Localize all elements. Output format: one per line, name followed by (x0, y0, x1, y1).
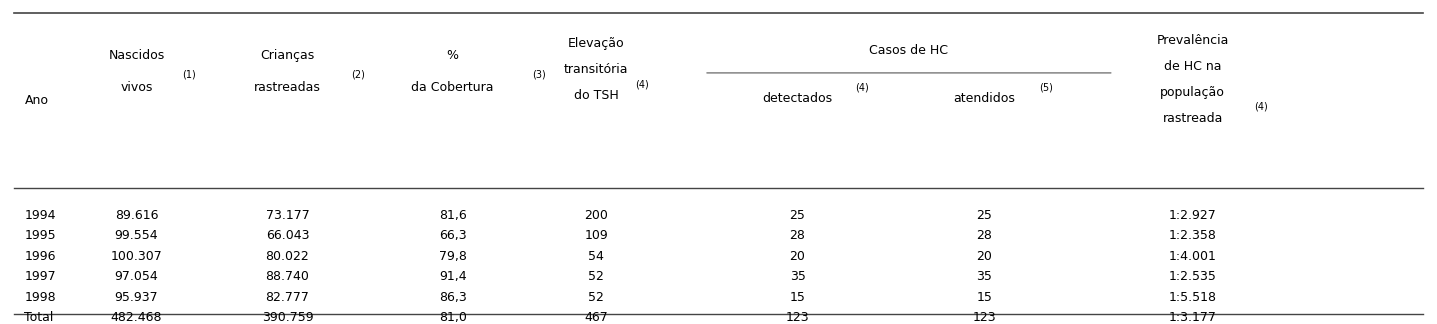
Text: 123: 123 (786, 311, 809, 324)
Text: 25: 25 (789, 209, 806, 222)
Text: 15: 15 (789, 291, 806, 304)
Text: 28: 28 (789, 229, 806, 242)
Text: rastreadas: rastreadas (254, 81, 320, 94)
Text: 109: 109 (585, 229, 608, 242)
Text: 1:2.927: 1:2.927 (1168, 209, 1217, 222)
Text: Elevação: Elevação (568, 37, 625, 50)
Text: 80.022: 80.022 (266, 250, 309, 263)
Text: 20: 20 (789, 250, 806, 263)
Text: 467: 467 (585, 311, 608, 324)
Text: 200: 200 (585, 209, 608, 222)
Text: 25: 25 (976, 209, 993, 222)
Text: 73.177: 73.177 (266, 209, 309, 222)
Text: 81,0: 81,0 (438, 311, 467, 324)
Text: 35: 35 (789, 270, 806, 283)
Text: 35: 35 (976, 270, 993, 283)
Text: Crianças: Crianças (260, 49, 315, 62)
Text: Casos de HC: Casos de HC (869, 44, 948, 57)
Text: detectados: detectados (763, 92, 832, 105)
Text: 15: 15 (976, 291, 993, 304)
Text: 86,3: 86,3 (438, 291, 467, 304)
Text: transitória: transitória (565, 63, 628, 76)
Text: da Cobertura: da Cobertura (411, 81, 494, 94)
Text: 20: 20 (976, 250, 993, 263)
Text: %: % (447, 49, 458, 62)
Text: Prevalência: Prevalência (1157, 34, 1229, 47)
Text: população: população (1160, 86, 1226, 99)
Text: 1994: 1994 (24, 209, 56, 222)
Text: 95.937: 95.937 (115, 291, 158, 304)
Text: atendidos: atendidos (953, 92, 1016, 105)
Text: 82.777: 82.777 (266, 291, 309, 304)
Text: 99.554: 99.554 (115, 229, 158, 242)
Text: 482.468: 482.468 (111, 311, 162, 324)
Text: 123: 123 (973, 311, 996, 324)
Text: 1:2.535: 1:2.535 (1168, 270, 1217, 283)
Text: 1995: 1995 (24, 229, 56, 242)
Text: 54: 54 (588, 250, 605, 263)
Text: 66.043: 66.043 (266, 229, 309, 242)
Text: 1997: 1997 (24, 270, 56, 283)
Text: vivos: vivos (121, 81, 152, 94)
Text: do TSH: do TSH (573, 89, 619, 102)
Text: (1): (1) (182, 69, 197, 79)
Text: 89.616: 89.616 (115, 209, 158, 222)
Text: 1:2.358: 1:2.358 (1168, 229, 1217, 242)
Text: 100.307: 100.307 (111, 250, 162, 263)
Text: Ano: Ano (24, 94, 49, 107)
Text: 1998: 1998 (24, 291, 56, 304)
Text: de HC na: de HC na (1164, 60, 1221, 73)
Text: (4): (4) (1255, 102, 1269, 112)
Text: 91,4: 91,4 (438, 270, 467, 283)
Text: 79,8: 79,8 (438, 250, 467, 263)
Text: 1:3.177: 1:3.177 (1168, 311, 1217, 324)
Text: 88.740: 88.740 (266, 270, 309, 283)
Text: 66,3: 66,3 (438, 229, 467, 242)
Text: 52: 52 (588, 291, 605, 304)
Text: (4): (4) (855, 82, 869, 92)
Text: rastreada: rastreada (1163, 112, 1223, 125)
Text: (4): (4) (635, 79, 650, 89)
Text: 28: 28 (976, 229, 993, 242)
Text: 1:5.518: 1:5.518 (1168, 291, 1217, 304)
Text: 52: 52 (588, 270, 605, 283)
Text: 1996: 1996 (24, 250, 56, 263)
Text: (5): (5) (1039, 82, 1053, 92)
Text: 390.759: 390.759 (262, 311, 313, 324)
Text: Total: Total (24, 311, 53, 324)
Text: (2): (2) (351, 69, 365, 79)
Text: 97.054: 97.054 (115, 270, 158, 283)
Text: 1:4.001: 1:4.001 (1168, 250, 1217, 263)
Text: (3): (3) (532, 69, 546, 79)
Text: 81,6: 81,6 (438, 209, 467, 222)
Text: Nascidos: Nascidos (108, 49, 165, 62)
